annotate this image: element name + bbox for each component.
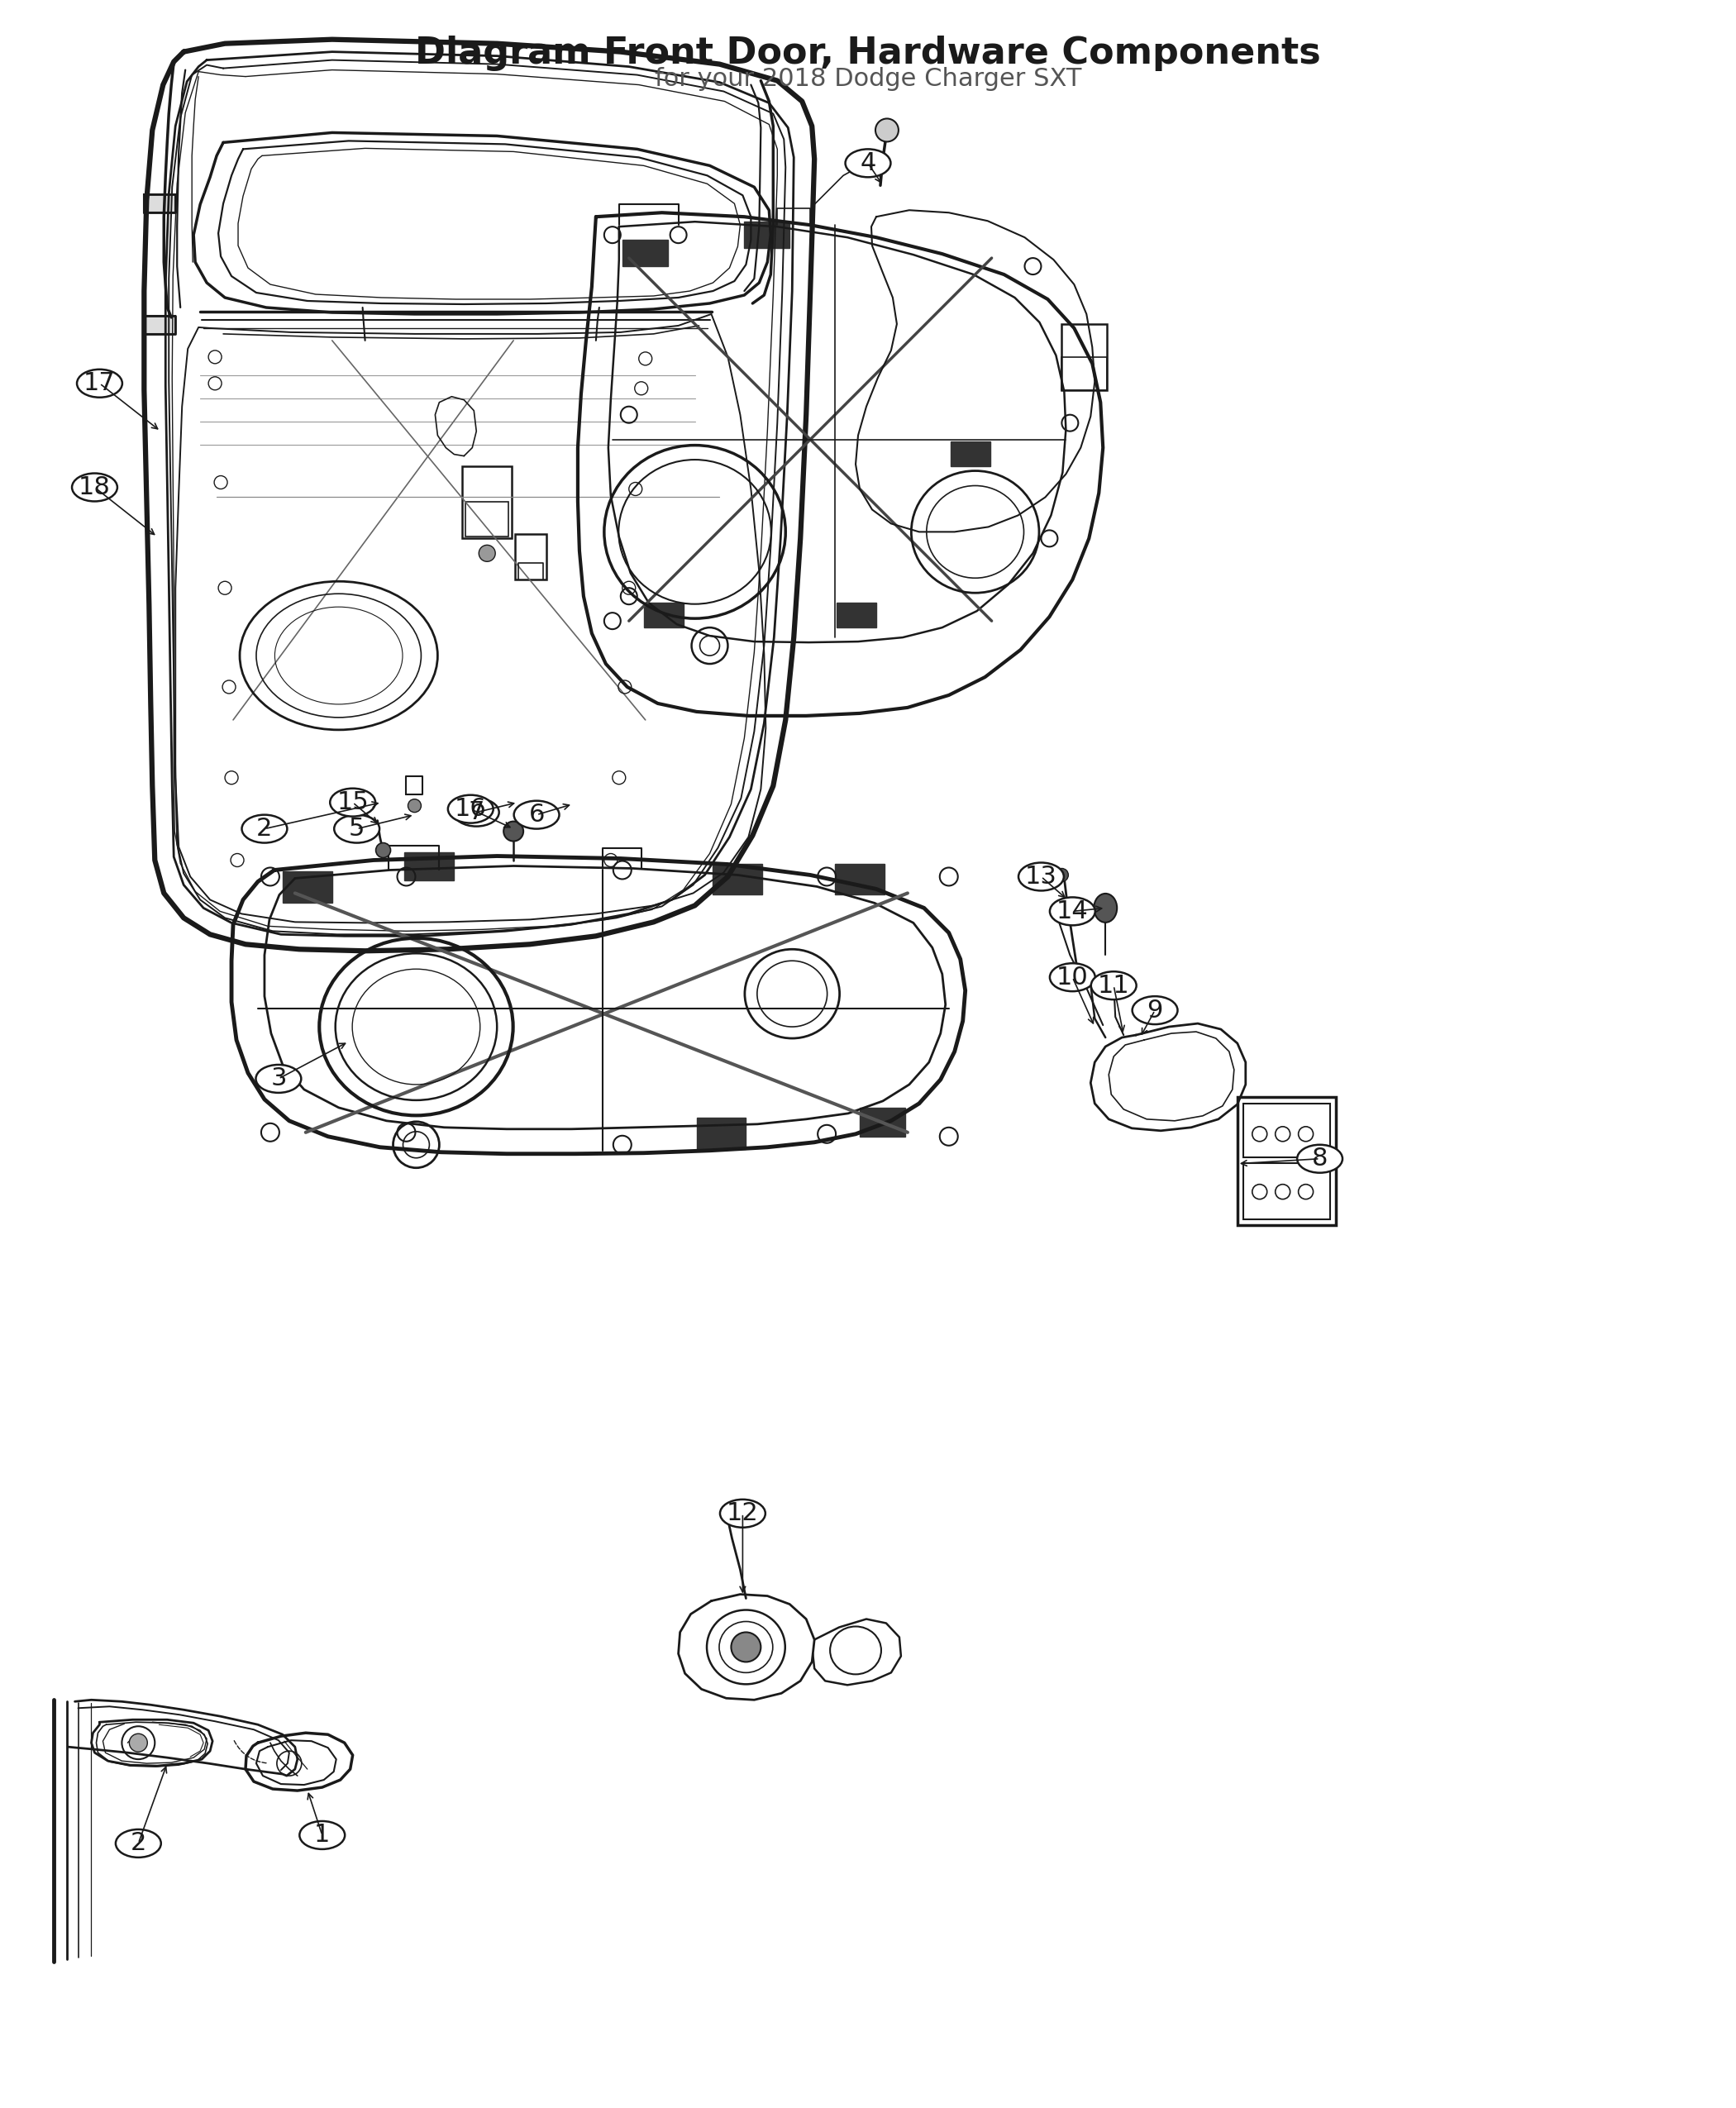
Ellipse shape [1132,997,1177,1024]
Text: 8: 8 [1312,1147,1328,1170]
Ellipse shape [1050,898,1095,925]
Bar [837,603,877,628]
Text: 16: 16 [455,797,486,820]
Circle shape [408,799,422,812]
Text: 1: 1 [314,1823,330,1847]
Bar [1062,356,1108,390]
Ellipse shape [333,816,380,843]
Circle shape [375,843,391,858]
Circle shape [503,822,523,841]
Circle shape [128,1733,148,1752]
Bar [1238,1096,1337,1225]
Bar [516,533,547,580]
Bar [283,873,332,902]
Ellipse shape [453,799,498,826]
Text: 14: 14 [1057,900,1088,923]
Circle shape [875,118,899,141]
Ellipse shape [241,816,286,843]
Bar [1062,325,1108,390]
Text: 15: 15 [337,790,368,814]
Text: 5: 5 [349,816,365,841]
Ellipse shape [330,788,375,816]
Ellipse shape [514,801,559,828]
Bar [835,864,884,894]
Bar [644,603,684,628]
Ellipse shape [1019,862,1064,892]
Bar [1243,1164,1330,1218]
Bar [745,221,790,249]
Ellipse shape [1094,894,1116,923]
Ellipse shape [1090,972,1137,999]
Text: 13: 13 [1024,864,1057,890]
Ellipse shape [300,1821,345,1849]
Text: 4: 4 [859,152,877,175]
Text: for your 2018 Dodge Charger SXT: for your 2018 Dodge Charger SXT [654,67,1082,91]
Ellipse shape [116,1830,161,1857]
Bar [859,1107,904,1136]
Text: 12: 12 [727,1501,759,1526]
Text: 10: 10 [1057,965,1088,989]
Bar [1243,1102,1330,1157]
Ellipse shape [845,150,891,177]
Text: 2: 2 [130,1832,146,1855]
Ellipse shape [71,474,118,502]
Text: 2: 2 [257,816,273,841]
Circle shape [731,1632,760,1661]
Bar [465,502,509,538]
Circle shape [1055,868,1068,881]
Text: 6: 6 [528,803,545,826]
Text: Diagram Front Door, Hardware Components: Diagram Front Door, Hardware Components [415,36,1321,72]
Bar [404,852,455,881]
Bar [696,1117,746,1149]
Ellipse shape [76,369,122,398]
Text: 7: 7 [469,801,484,824]
Ellipse shape [720,1499,766,1528]
Text: 11: 11 [1097,974,1130,997]
Ellipse shape [255,1065,300,1092]
Text: 17: 17 [83,371,116,396]
Circle shape [479,546,495,561]
Ellipse shape [1050,963,1095,991]
Ellipse shape [1297,1145,1342,1172]
Bar [144,194,175,213]
Bar [462,466,512,538]
Bar [621,240,668,266]
Text: 18: 18 [78,474,111,500]
Bar [144,316,175,333]
Bar [713,864,762,894]
Text: 9: 9 [1147,999,1163,1022]
Bar [950,441,990,466]
Ellipse shape [448,795,493,822]
Text: 3: 3 [271,1067,286,1090]
